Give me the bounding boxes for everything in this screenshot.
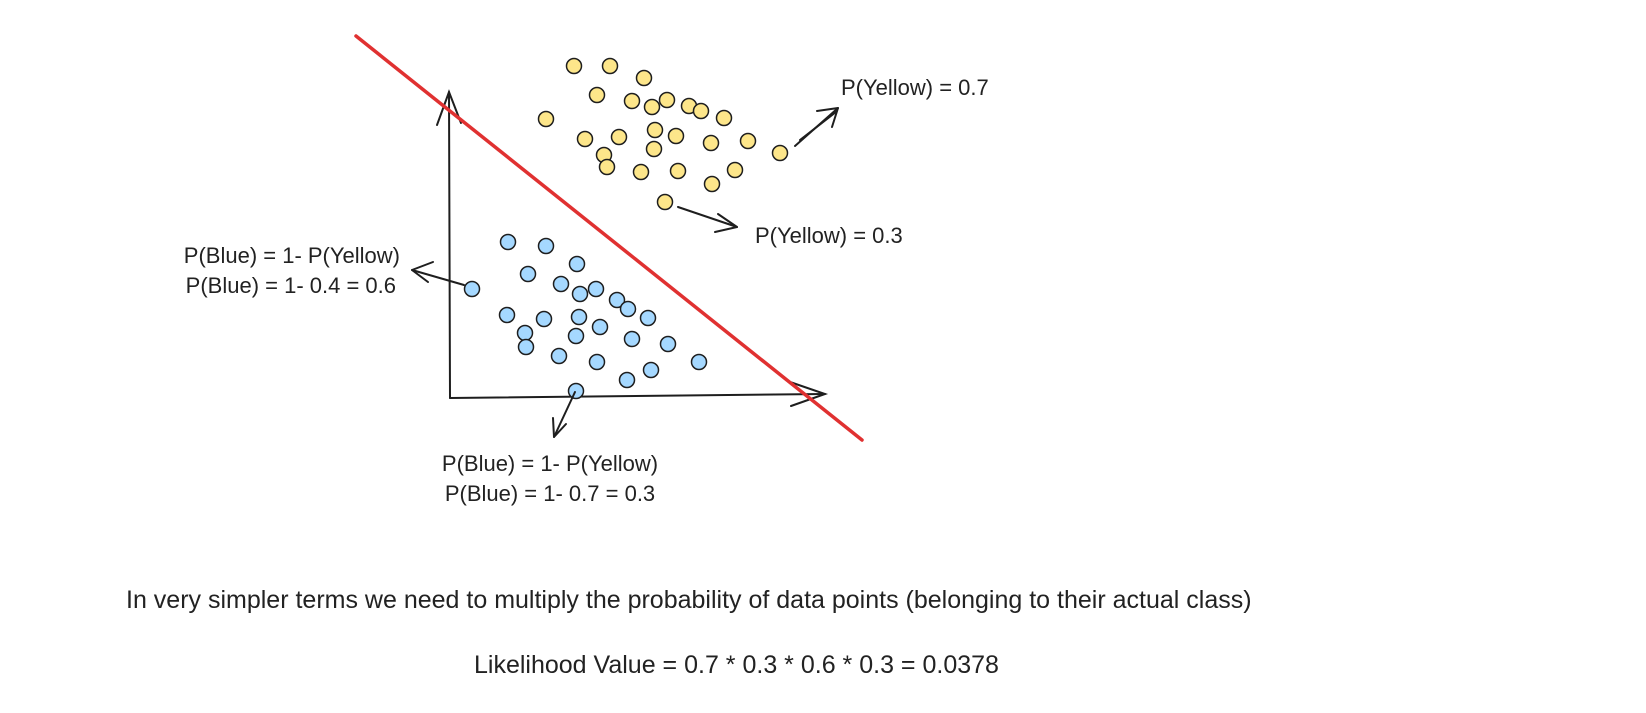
yellow-point [537,110,555,128]
blue-point [591,318,609,336]
label-yellow-low: P(Yellow) = 0.3 [755,223,903,248]
blue-point [567,382,585,400]
blue-point [499,233,517,251]
blue-point [588,353,606,371]
yellow-point [632,163,650,181]
y-axis-arrowhead [436,89,462,126]
blue-point [519,265,537,283]
yellow-point [646,121,664,139]
yellow-point [635,69,653,87]
yellow-point [771,144,789,162]
blue-point [690,353,708,371]
yellow-point [598,158,616,176]
yellow-points [537,57,789,211]
yellow-point [576,130,594,148]
arrow-blue-bottom [552,391,576,438]
blue-point [537,237,555,255]
blue-point [535,310,553,328]
blue-point [570,308,588,326]
arrow-yellow-high [794,107,839,147]
x-axis-arrowhead [789,381,829,407]
yellow-point [565,57,583,75]
blue-point [498,306,516,324]
yellow-point [702,134,720,152]
annotation-arrows [411,107,839,438]
yellow-point [588,86,606,104]
yellow-point [610,128,628,146]
arrow-yellow-low [677,206,738,233]
blue-points [463,233,708,400]
blue-point [517,338,535,356]
yellow-point [645,140,663,158]
yellow-point [726,161,744,179]
blue-point [587,280,605,298]
yellow-point [623,92,641,110]
yellow-point [667,127,685,145]
yellow-point [658,91,676,109]
blue-point [642,361,660,379]
blue-point [567,327,585,345]
likelihood-formula: Likelihood Value = 0.7 * 0.3 * 0.6 * 0.3… [474,651,999,679]
label-blue-bottom-line2: P(Blue) = 1- 0.7 = 0.3 [444,481,656,506]
arrow-blue-left [411,261,465,286]
y-axis [448,91,451,399]
blue-point [608,291,626,309]
explanation-text: In very simpler terms we need to multipl… [126,586,1252,614]
label-yellow-high: P(Yellow) = 0.7 [841,75,989,100]
blue-point [571,285,589,303]
x-axis [449,393,826,399]
blue-point [463,280,481,298]
yellow-point [601,57,619,75]
blue-point [568,255,586,273]
yellow-point [669,162,687,180]
blue-point [618,371,636,389]
label-blue-bottom-line1: P(Blue) = 1- P(Yellow) [441,451,659,476]
yellow-point [739,132,757,150]
label-blue-left-line2: P(Blue) = 1- 0.4 = 0.6 [185,273,396,298]
blue-point [619,300,637,318]
decision-boundary [354,34,864,442]
yellow-point [656,193,674,211]
yellow-point [703,175,721,193]
yellow-point [692,102,710,120]
blue-point [550,347,568,365]
yellow-point [715,109,733,127]
yellow-point [643,98,661,116]
blue-point [639,309,657,327]
blue-point [516,324,534,342]
blue-point [552,275,570,293]
blue-point [623,330,641,348]
blue-point [659,335,677,353]
axes [436,89,829,407]
label-blue-left-line1: P(Blue) = 1- P(Yellow) [183,243,400,268]
